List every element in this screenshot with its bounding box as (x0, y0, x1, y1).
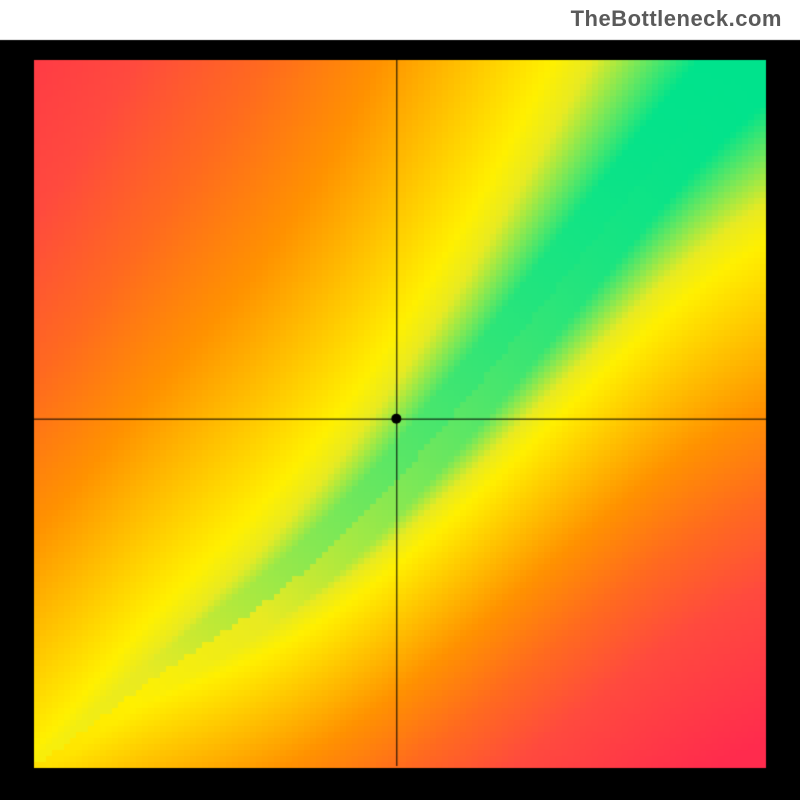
attribution-text: TheBottleneck.com (571, 6, 782, 32)
bottleneck-heatmap (0, 0, 800, 800)
chart-container: TheBottleneck.com (0, 0, 800, 800)
